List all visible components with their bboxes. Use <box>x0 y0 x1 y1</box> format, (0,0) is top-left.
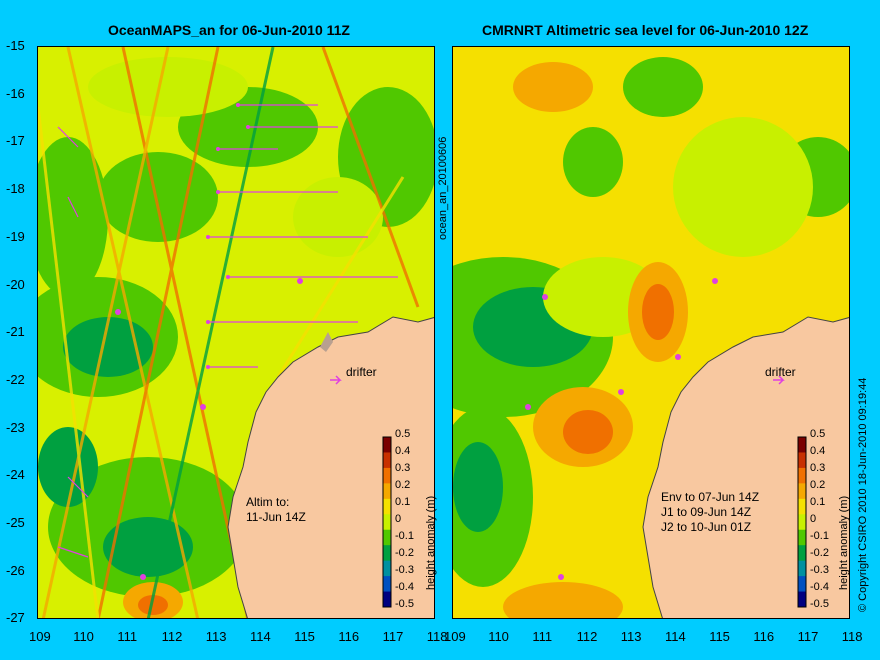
x-tick-label: 114 <box>665 629 686 644</box>
x-tick-label: 117 <box>382 629 404 644</box>
colorbar-tick-label: 0.4 <box>810 445 826 457</box>
x-tick-label: 118 <box>426 629 448 644</box>
colorbar-swatch <box>383 560 391 577</box>
x-tick-label: 110 <box>488 629 509 644</box>
colorbar-tick-label: -0.1 <box>810 530 829 542</box>
colorbar-tick-label: 0.3 <box>810 462 826 474</box>
colorbar-tick-label: -0.5 <box>810 598 829 610</box>
y-tick-label: -15 <box>6 38 25 53</box>
colorbar-tick-label: 0.5 <box>810 428 826 440</box>
y-tick-label: -19 <box>6 228 25 244</box>
colorbar-swatch <box>798 452 806 469</box>
colorbar-swatch <box>798 591 806 608</box>
colorbar-tick-label: -0.5 <box>395 598 414 610</box>
colorbar-tick-label: 0.1 <box>395 496 411 508</box>
x-tick-label: 111 <box>117 629 138 644</box>
colorbar-tick-label: 0 <box>395 513 402 525</box>
colorbar-tick-label: 0 <box>810 513 817 525</box>
x-tick-label: 115 <box>294 629 315 644</box>
colorbar-tick-label: 0.3 <box>395 462 411 474</box>
colorbar-tick-label: -0.4 <box>810 581 829 593</box>
x-tick-label: 115 <box>709 629 730 644</box>
colorbar-swatch <box>383 498 391 515</box>
drifter-arrow-icon <box>330 375 342 385</box>
colorbar-border <box>382 436 392 608</box>
y-tick-label: -16 <box>6 85 25 101</box>
x-tick-label: 118 <box>841 629 863 644</box>
right-side-label: © Copyright CSIRO 2010 18-Jun-2010 09:19… <box>857 377 869 612</box>
y-tick-label: -21 <box>6 324 25 340</box>
colorbar-swatch <box>383 591 391 608</box>
colorbar-swatch <box>383 514 391 531</box>
x-tick-label: 113 <box>205 629 227 644</box>
left-map-title: OceanMAPS_an for 06-Jun-2010 11Z <box>108 22 350 38</box>
right-drifter-label: drifter <box>765 365 796 379</box>
colorbar-label-left: height anomaly (m) <box>425 495 437 590</box>
left-side-label: ocean_an_20100606 <box>437 136 449 240</box>
right-altim-note: Env to 07-Jun 14Z J1 to 09-Jun 14Z J2 to… <box>661 490 760 534</box>
colorbar-tick-label: -0.2 <box>810 547 829 559</box>
x-tick-label: 109 <box>29 629 51 644</box>
colorbar-tick-label: 0.1 <box>810 496 826 508</box>
colorbar-tick-label: -0.1 <box>395 530 414 542</box>
colorbar-swatch <box>383 545 391 562</box>
y-tick-label: -25 <box>6 515 25 530</box>
x-tick-label: 109 <box>444 629 466 644</box>
colorbar-swatch <box>798 498 806 515</box>
right-map-title: CMRNRT Altimetric sea level for 06-Jun-2… <box>482 22 809 38</box>
colorbar-swatch <box>798 437 806 453</box>
right-map-svg <box>453 47 849 618</box>
colorbar-swatch <box>798 467 806 484</box>
y-tick-label: -23 <box>6 419 25 435</box>
colorbar-label-right: height anomaly (m) <box>838 495 850 590</box>
colorbar-swatch <box>383 529 391 546</box>
colorbar-swatch <box>383 576 391 593</box>
colorbar-tick-label: -0.3 <box>810 564 829 576</box>
x-tick-label: 113 <box>620 629 642 644</box>
y-tick-label: -22 <box>6 371 25 387</box>
left-drifter-label: drifter <box>346 365 377 379</box>
right-colorbar <box>797 436 807 608</box>
colorbar-swatch <box>798 560 806 577</box>
left-colorbar <box>382 436 392 608</box>
x-tick-label: 116 <box>753 629 775 644</box>
colorbar-border <box>797 436 807 608</box>
x-tick-label: 116 <box>338 629 360 644</box>
y-tick-label: -20 <box>6 276 25 292</box>
x-tick-label: 117 <box>797 629 819 644</box>
colorbar-tick-label: 0.2 <box>810 479 826 491</box>
x-tick-label: 111 <box>532 629 553 644</box>
colorbar-swatch <box>383 483 391 500</box>
colorbar-swatch <box>798 514 806 531</box>
colorbar-tick-label: -0.4 <box>395 581 414 593</box>
current-vectors <box>57 104 398 558</box>
colorbar-swatch <box>383 437 391 453</box>
colorbar-tick-label: -0.2 <box>395 547 414 559</box>
y-tick-label: -27 <box>6 610 25 626</box>
drifter-arrow-icon <box>773 375 785 385</box>
colorbar-tick-label: -0.3 <box>395 564 414 576</box>
y-tick-label: -24 <box>6 467 25 483</box>
left-map-svg <box>38 47 434 618</box>
colorbar-tick-label: 0.5 <box>395 428 411 440</box>
y-tick-label: -26 <box>6 562 25 578</box>
colorbar-swatch <box>798 529 806 546</box>
colorbar-swatch <box>798 576 806 593</box>
colorbar-swatch <box>383 452 391 469</box>
colorbar-tick-label: 0.4 <box>395 445 411 457</box>
left-map-panel: drifter Altim to: 11-Jun 14Z <box>37 46 435 619</box>
colorbar-tick-label: 0.2 <box>395 479 411 491</box>
x-tick-label: 110 <box>73 629 94 644</box>
colorbar-swatch <box>383 467 391 484</box>
x-tick-label: 112 <box>161 629 183 644</box>
colorbar-swatch <box>798 545 806 562</box>
x-tick-label: 112 <box>576 629 598 644</box>
right-map-panel: drifter Env to 07-Jun 14Z J1 to 09-Jun 1… <box>452 46 850 619</box>
left-altim-note: Altim to: 11-Jun 14Z <box>246 495 306 524</box>
x-tick-label: 114 <box>250 629 271 644</box>
colorbar-swatch <box>798 483 806 500</box>
y-tick-label: -18 <box>6 181 25 197</box>
y-tick-label: -17 <box>6 133 25 149</box>
